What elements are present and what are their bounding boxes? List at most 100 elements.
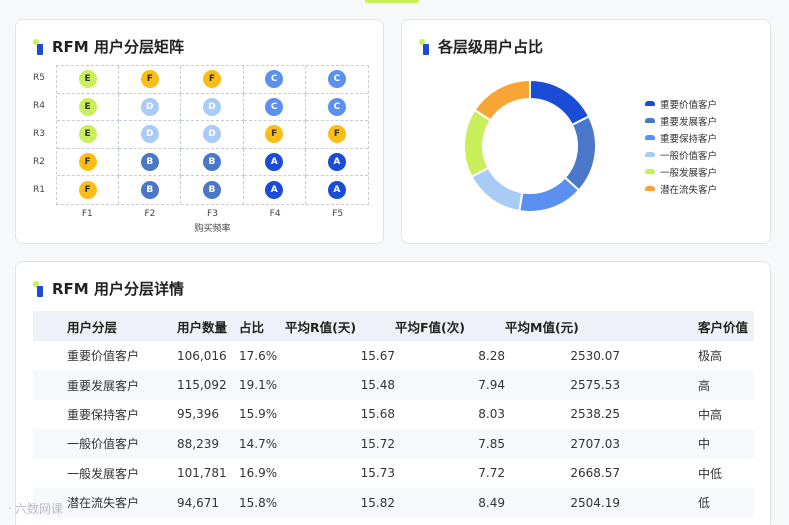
- table-cell: 94,671: [177, 487, 239, 518]
- legend-label: 重要保持客户: [660, 133, 718, 145]
- segment-badge: F: [140, 70, 159, 89]
- donut-slice[interactable]: [470, 166, 524, 213]
- matrix-cell: D: [119, 93, 182, 122]
- segment-badge: E: [78, 70, 97, 89]
- matrix-cell: F: [305, 121, 368, 149]
- matrix-cell: C: [243, 66, 306, 94]
- matrix-col-label: F1: [81, 209, 93, 219]
- table-cell: 8.03: [478, 407, 505, 422]
- table-cell: 15.8%: [239, 487, 285, 518]
- legend-label: 一般价值客户: [660, 150, 718, 162]
- table-cell: 极高: [698, 349, 723, 364]
- segment-badge: E: [78, 97, 97, 116]
- legend-item[interactable]: 重要价值客户: [645, 95, 717, 112]
- donut-slice[interactable]: [529, 78, 591, 127]
- rfm-detail-table: 用户分层 用户数量 占比 平均R值(天) 平均F值(次) 平均M值(元) 客户价…: [33, 311, 754, 518]
- table-cell: 中低: [698, 466, 723, 481]
- table-cell: 15.68: [360, 407, 395, 422]
- segment-badge: C: [327, 97, 346, 116]
- matrix-cell: B: [181, 148, 244, 177]
- donut-slice[interactable]: [473, 78, 531, 122]
- donut-slice[interactable]: [518, 176, 581, 213]
- watermark-logo: ᐧ 六数网课: [8, 502, 63, 516]
- table-cell: 8.28: [478, 348, 505, 363]
- table-cell: 2538.25: [570, 407, 620, 422]
- legend-item[interactable]: 一般发展客户: [645, 163, 717, 180]
- legend-swatch: [645, 152, 655, 157]
- table-row: 重要发展客户 115,092 19.1% 15.48 7.94 2575.53 高: [33, 370, 754, 400]
- table-cell: 低: [620, 487, 754, 518]
- legend-item[interactable]: 潜在流失客户: [645, 180, 717, 197]
- segment-badge: B: [140, 153, 159, 172]
- table-cell: 19.1%: [239, 370, 285, 400]
- legend-label: 重要价值客户: [660, 99, 718, 111]
- matrix-title-text: RFM 用户分层矩阵: [52, 38, 184, 56]
- pie-title-text: 各层级用户占比: [438, 38, 544, 56]
- header-avg-r: 平均R值(天): [285, 311, 395, 341]
- segment-badge: F: [78, 153, 97, 172]
- segment-badge: F: [202, 70, 221, 89]
- matrix-cell: C: [305, 66, 368, 94]
- table-cell: 一般价值客户: [33, 429, 177, 459]
- table-cell: 潜在流失客户: [33, 487, 177, 518]
- matrix-cell: A: [243, 148, 306, 177]
- table-cell: 2530.07: [570, 348, 620, 363]
- pie-title: 各层级用户占比: [419, 36, 543, 57]
- segment-badge: B: [140, 181, 159, 200]
- matrix-cell: C: [305, 94, 368, 122]
- segment-badge: D: [202, 97, 221, 116]
- donut-slice[interactable]: [463, 108, 493, 179]
- x-axis-label: 购买频率: [194, 224, 231, 234]
- segment-badge: C: [327, 70, 346, 89]
- table-cell: 15.73: [360, 466, 395, 481]
- header-share: 占比: [239, 311, 285, 341]
- segment-badge: B: [202, 153, 221, 172]
- table-cell: 中: [620, 429, 754, 459]
- matrix-cell: E: [57, 121, 120, 149]
- table-cell: 高: [620, 370, 754, 400]
- segment-badge: B: [202, 181, 221, 200]
- matrix-cell: B: [119, 176, 182, 204]
- matrix-cell: A: [306, 176, 368, 204]
- matrix-cell: D: [181, 93, 244, 122]
- segment-badge: C: [265, 97, 284, 116]
- matrix-cell: A: [244, 176, 306, 204]
- table-cell: 101,781: [177, 466, 227, 481]
- table-cell: 一般发展客户: [67, 466, 140, 481]
- table-cell: 7.94: [395, 370, 505, 400]
- matrix-cell: B: [181, 176, 244, 204]
- legend-label: 重要发展客户: [660, 116, 718, 128]
- table-cell: 7.85: [395, 429, 505, 459]
- watermark-text: 六数网课: [14, 502, 63, 516]
- matrix-cell: C: [243, 93, 306, 122]
- title-bar-icon: [419, 38, 430, 55]
- legend-swatch: [645, 101, 655, 106]
- table-cell: 15.72: [285, 429, 395, 459]
- segment-badge: A: [327, 153, 346, 172]
- legend-item[interactable]: 重要发展客户: [645, 112, 717, 129]
- table-row: 一般价值客户 88,239 14.7% 15.72 7.85 2707.03 中: [33, 429, 754, 459]
- table-row: 潜在流失客户 94,671 15.8% 15.82 8.49 2504.19 低: [33, 487, 754, 518]
- table-cell: 2707.03: [505, 429, 620, 459]
- legend-item[interactable]: 一般价值客户: [645, 146, 717, 163]
- legend-item[interactable]: 重要保持客户: [645, 129, 717, 146]
- segment-badge: F: [265, 125, 284, 144]
- matrix-row-label: R5: [33, 73, 45, 83]
- segment-badge: D: [202, 125, 221, 144]
- table-cell: 106,016: [177, 348, 227, 363]
- matrix-cell: F: [181, 66, 244, 94]
- segment-badge: D: [140, 97, 159, 116]
- table-cell: 重要保持客户: [67, 407, 140, 422]
- table-cell: 8.49: [395, 487, 505, 518]
- title-bar-icon: [33, 38, 44, 55]
- donut-slice[interactable]: [563, 115, 597, 192]
- matrix-row-label: R1: [33, 185, 45, 195]
- table-cell: 2668.57: [570, 466, 620, 481]
- matrix-cell: F: [243, 121, 306, 149]
- legend-swatch: [645, 169, 655, 174]
- segment-badge: C: [265, 70, 284, 89]
- segment-badge: F: [327, 125, 346, 144]
- matrix-cell: E: [57, 93, 120, 122]
